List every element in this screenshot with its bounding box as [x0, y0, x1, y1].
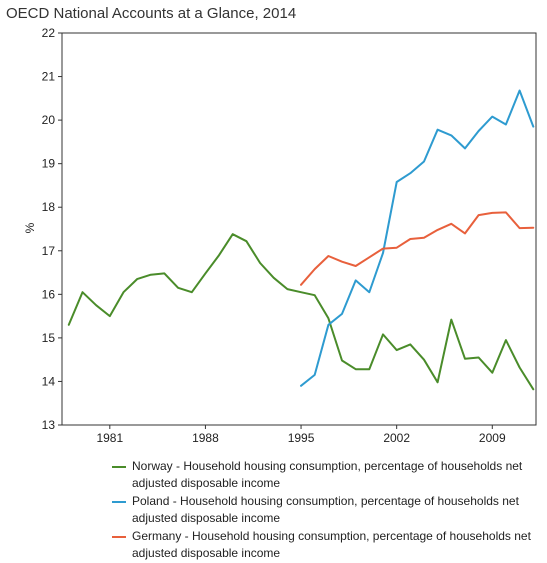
legend-swatch	[112, 466, 126, 468]
legend-item: Poland - Household housing consumption, …	[112, 493, 542, 526]
legend: Norway - Household housing consumption, …	[112, 458, 542, 563]
y-tick-label: 20	[42, 113, 56, 127]
legend-label: Germany - Household housing consumption,…	[132, 529, 531, 560]
x-tick-label: 2002	[383, 431, 410, 445]
y-tick-label: 19	[42, 157, 56, 171]
plot-frame	[61, 32, 537, 426]
series-line-poland	[300, 89, 535, 387]
plot-area-border	[61, 32, 537, 426]
y-tick-label: 18	[42, 200, 56, 214]
x-tick-label: 1995	[288, 431, 315, 445]
series-line-germany	[300, 211, 535, 286]
x-axis: 1981 1988 1995 2002 2009	[96, 425, 506, 445]
legend-label: Norway - Household housing consumption, …	[132, 459, 523, 490]
y-tick-label: 14	[42, 374, 56, 388]
x-tick-label: 2009	[479, 431, 506, 445]
chart-title: OECD National Accounts at a Glance, 2014	[6, 5, 297, 22]
legend-swatch	[112, 501, 126, 503]
y-tick-label: 15	[42, 331, 56, 345]
y-tick-label: 13	[42, 418, 56, 432]
y-tick-label: 22	[42, 26, 56, 40]
legend-item: Norway - Household housing consumption, …	[112, 458, 542, 491]
legend-item: Germany - Household housing consumption,…	[112, 528, 542, 561]
y-tick-label: 17	[42, 244, 56, 258]
y-tick-label: 16	[42, 287, 56, 301]
legend-label: Poland - Household housing consumption, …	[132, 494, 519, 525]
y-axis: 13 14 15 16 17 18 19 20 21 22	[42, 26, 62, 432]
y-tick-label: 21	[42, 70, 56, 84]
y-axis-label: %	[23, 222, 37, 233]
x-tick-label: 1981	[96, 431, 123, 445]
x-tick-label: 1988	[192, 431, 219, 445]
series-line-norway	[67, 233, 535, 391]
series-layer	[67, 89, 535, 391]
legend-swatch	[112, 536, 126, 538]
